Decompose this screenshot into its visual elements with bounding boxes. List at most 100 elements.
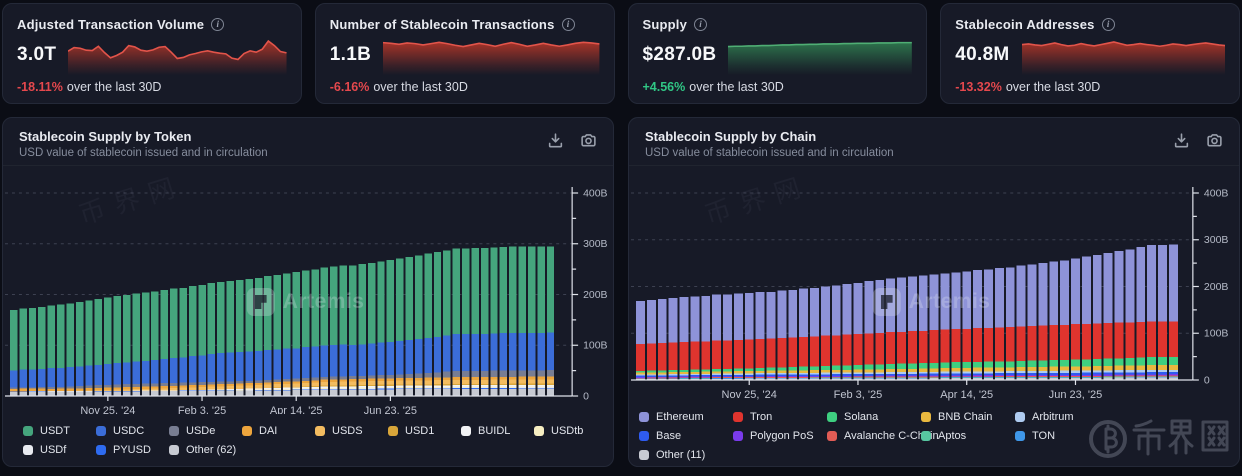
- legend-swatch-icon: [921, 430, 931, 441]
- svg-text:Jun 23, '25: Jun 23, '25: [1049, 389, 1103, 401]
- chart-subtitle: USD value of stablecoin issued and in ci…: [645, 147, 894, 159]
- camera-icon: [581, 134, 596, 147]
- info-icon[interactable]: i: [694, 17, 708, 31]
- legend-item-usdf[interactable]: USDf: [23, 442, 96, 457]
- legend-swatch-icon: [639, 430, 649, 441]
- legend-item-aptos[interactable]: Aptos: [921, 428, 1015, 443]
- legend-swatch-icon: [96, 444, 106, 455]
- kpi-delta: -6.16% over the last 30D: [330, 80, 600, 94]
- legend-item-usds[interactable]: USDS: [315, 423, 388, 438]
- legend-label: Tron: [750, 410, 773, 423]
- legend-swatch-icon: [96, 425, 106, 436]
- legend-swatch-icon: [827, 430, 837, 441]
- legend-item-ton[interactable]: TON: [1015, 428, 1109, 443]
- kpi-value: 40.8M: [955, 44, 1010, 65]
- legend-swatch-icon: [388, 425, 398, 436]
- legend-swatch-icon: [242, 425, 252, 436]
- kpi-card-stablecoin-addresses: Stablecoin Addresses i 40.8M -13.32% over…: [940, 3, 1240, 104]
- legend-label: USDC: [113, 424, 145, 437]
- kpi-title: Stablecoin Addresses: [955, 16, 1095, 32]
- camera-icon: [1207, 134, 1222, 147]
- legend-swatch-icon: [639, 449, 649, 460]
- legend-label: DAI: [259, 424, 278, 437]
- svg-text:Nov 25, '24: Nov 25, '24: [80, 405, 135, 414]
- kpi-delta: -18.11% over the last 30D: [17, 80, 287, 94]
- download-button[interactable]: [547, 132, 564, 149]
- legend-item-usdt[interactable]: USDT: [23, 423, 96, 438]
- sparkline-chart: [68, 35, 287, 75]
- svg-text:0: 0: [583, 391, 589, 402]
- svg-text:0: 0: [1204, 375, 1210, 387]
- legend-supply-by-chain: Ethereum Tron Solana BNB Chain Arbitrum Base P…: [629, 402, 1239, 462]
- svg-text:Nov 25, '24: Nov 25, '24: [722, 389, 777, 401]
- charts-row: Stablecoin Supply by Token USD value of …: [2, 117, 1240, 467]
- legend-item-pyusd[interactable]: PYUSD: [96, 442, 169, 457]
- legend-item-tron[interactable]: Tron: [733, 409, 827, 424]
- legend-item-other-11[interactable]: Other (11): [639, 447, 733, 462]
- legend-swatch-icon: [23, 444, 33, 455]
- plot-area: 0 100B 200B 300B 400B Nov 25, '24 Feb 3, '25 Ap…: [629, 166, 1239, 402]
- legend-item-bnb-chain[interactable]: BNB Chain: [921, 409, 1015, 424]
- svg-text:200B: 200B: [583, 290, 607, 301]
- legend-label: Solana: [844, 410, 879, 423]
- info-icon[interactable]: i: [211, 17, 225, 31]
- legend-label: Other (11): [656, 448, 706, 461]
- legend-swatch-icon: [1015, 411, 1025, 422]
- svg-text:100B: 100B: [583, 341, 607, 352]
- legend-item-arbitrum[interactable]: Arbitrum: [1015, 409, 1109, 424]
- legend-label: Avalanche C-Chain: [844, 429, 939, 442]
- legend-swatch-icon: [169, 425, 179, 436]
- legend-label: USDS: [332, 424, 363, 437]
- kpi-card-supply: Supply i $287.0B +4.56% over the last 30D: [627, 3, 928, 104]
- legend-swatch-icon: [639, 411, 649, 422]
- legend-item-usde[interactable]: USDe: [169, 423, 242, 438]
- legend-item-solana[interactable]: Solana: [827, 409, 921, 424]
- kpi-value: 1.1B: [329, 44, 372, 65]
- chart-subtitle: USD value of stablecoin issued and in ci…: [19, 147, 268, 159]
- download-icon: [1174, 133, 1189, 148]
- legend-label: Other (62): [186, 443, 237, 456]
- legend-item-base[interactable]: Base: [639, 428, 733, 443]
- legend-item-dai[interactable]: DAI: [242, 423, 315, 438]
- kpi-delta: +4.56% over the last 30D: [643, 80, 913, 94]
- legend-item-usd1[interactable]: USD1: [388, 423, 461, 438]
- camera-button[interactable]: [580, 132, 597, 149]
- legend-label: BUIDL: [478, 424, 511, 437]
- legend-supply-by-token: USDT USDC USDe DAI USDS USD1 BUIDL USDtb USDf PYU…: [3, 414, 613, 457]
- svg-text:Apr 14, '25: Apr 14, '25: [940, 389, 993, 401]
- download-button[interactable]: [1173, 132, 1190, 149]
- delta-value: +4.56%: [642, 80, 686, 94]
- svg-text:400B: 400B: [1204, 188, 1229, 200]
- legend-item-avalanche-c-chain[interactable]: Avalanche C-Chain: [827, 428, 939, 443]
- svg-text:Feb 3, '25: Feb 3, '25: [178, 405, 226, 414]
- kpi-delta: -13.32% over the last 30D: [955, 80, 1225, 94]
- legend-item-polygon-pos[interactable]: Polygon PoS: [733, 428, 827, 443]
- delta-period: over the last 30D: [373, 80, 468, 94]
- legend-label: Aptos: [938, 429, 967, 442]
- kpi-title: Adjusted Transaction Volume: [17, 16, 205, 32]
- camera-button[interactable]: [1206, 132, 1223, 149]
- legend-item-ethereum[interactable]: Ethereum: [639, 409, 733, 424]
- sparkline-chart: [1021, 35, 1225, 75]
- svg-text:300B: 300B: [1204, 234, 1229, 246]
- legend-item-other-62[interactable]: Other (62): [169, 442, 242, 457]
- download-icon: [548, 133, 563, 148]
- legend-item-buidl[interactable]: BUIDL: [461, 423, 534, 438]
- info-icon[interactable]: i: [1101, 17, 1115, 31]
- info-icon[interactable]: i: [561, 17, 575, 31]
- chart-header: Stablecoin Supply by Chain USD value of …: [629, 118, 1239, 166]
- delta-value: -6.16%: [329, 80, 370, 94]
- supply-by-token-chart[interactable]: 0 100B 200B 300B 400B Nov 25, '24 Feb 3, '25 Ap…: [3, 166, 613, 414]
- legend-item-usdtb[interactable]: USDtb: [534, 423, 607, 438]
- legend-swatch-icon: [534, 425, 544, 436]
- delta-period: over the last 30D: [1005, 80, 1101, 94]
- legend-swatch-icon: [921, 411, 931, 422]
- chart-card-supply-by-chain: Stablecoin Supply by Chain USD value of …: [628, 117, 1240, 467]
- legend-item-usdc[interactable]: USDC: [96, 423, 169, 438]
- legend-swatch-icon: [169, 444, 179, 455]
- legend-swatch-icon: [315, 425, 325, 436]
- chart-card-supply-by-token: Stablecoin Supply by Token USD value of …: [2, 117, 614, 467]
- supply-by-chain-chart[interactable]: 0 100B 200B 300B 400B Nov 25, '24 Feb 3, '25 Ap…: [629, 166, 1239, 402]
- legend-label: PYUSD: [113, 443, 151, 456]
